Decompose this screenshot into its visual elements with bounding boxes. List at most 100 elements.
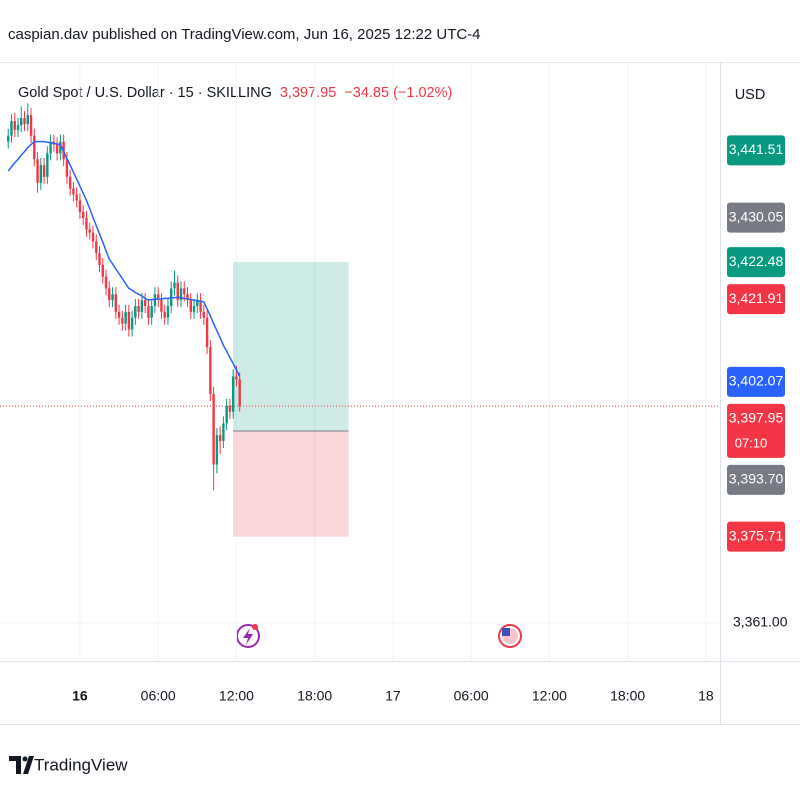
countdown: 07:10	[735, 435, 768, 450]
candle-body	[124, 311, 127, 324]
candle-body	[209, 347, 212, 395]
candle-body	[46, 153, 49, 177]
candle-body	[88, 229, 91, 233]
time-axis-border	[0, 661, 800, 662]
publisher: caspian.dav published on TradingView.com…	[8, 26, 481, 43]
brand-logo	[9, 756, 34, 774]
candle-body	[111, 294, 114, 301]
candle-body	[101, 264, 104, 277]
price-label-box	[727, 284, 785, 315]
x-tick-label: 12:00	[532, 688, 567, 704]
last-price: 3,397.95	[280, 85, 336, 101]
candle-body	[108, 288, 111, 301]
candle-body	[26, 115, 29, 125]
candle-body	[16, 125, 20, 130]
candle-body	[218, 435, 222, 442]
candle-body	[176, 282, 179, 301]
price-label: 3,402.07	[729, 373, 784, 389]
price-label: 3,393.70	[729, 471, 784, 487]
candle-body	[114, 294, 118, 312]
candle-body	[91, 232, 95, 242]
event-icon	[236, 624, 260, 648]
candle-body	[23, 118, 26, 125]
candle-body	[42, 165, 46, 177]
candle-body	[205, 317, 209, 348]
candle-body	[75, 194, 78, 201]
currency: USD	[735, 87, 766, 103]
price-label-box	[727, 366, 785, 397]
x-tick-label: 06:00	[141, 688, 176, 704]
price-label-box	[727, 135, 785, 166]
price-label: 3,421.91	[729, 290, 784, 306]
candle-body	[68, 176, 72, 189]
target-zone	[233, 262, 349, 432]
price-label-box	[727, 403, 785, 458]
candle-body	[33, 135, 36, 160]
candle-body	[39, 165, 43, 183]
candle-body	[127, 311, 131, 330]
candle-body	[199, 300, 202, 312]
candle-body	[104, 276, 108, 289]
candle-body	[117, 311, 121, 318]
candle-body	[98, 253, 101, 265]
candle-body	[55, 144, 59, 154]
frame-bottom	[0, 724, 800, 725]
x-tick-label: 18	[698, 688, 714, 704]
candle-body	[238, 379, 241, 407]
price-axis-border	[720, 62, 721, 724]
plot-background	[0, 62, 720, 660]
candle-body	[59, 141, 62, 154]
frame-top	[0, 62, 800, 63]
candle-body	[156, 294, 160, 301]
price-label: 3,430.05	[729, 208, 784, 224]
candle-body	[130, 317, 134, 330]
candle-body	[173, 282, 176, 289]
candle-body	[36, 159, 39, 183]
x-tick-label: 16	[72, 688, 88, 704]
candle-body	[228, 405, 232, 412]
candle-body	[183, 288, 186, 295]
candle-body	[95, 241, 98, 254]
price-label: 3,375.71	[729, 527, 784, 543]
candle-body	[82, 212, 85, 218]
candle-body	[202, 311, 206, 318]
x-tick-label: 17	[385, 688, 401, 704]
price-label: 3,422.48	[729, 253, 784, 269]
price-label: 3,441.51	[729, 141, 784, 157]
candle-body	[85, 217, 88, 230]
candle-body	[134, 306, 137, 318]
price-label: 3,397.95	[729, 410, 784, 426]
candle-body	[140, 300, 144, 312]
x-tick-label: 18:00	[610, 688, 645, 704]
candle-body	[29, 115, 33, 136]
candle-body	[7, 135, 10, 142]
candle-body	[186, 294, 189, 301]
candle-body	[137, 306, 140, 312]
candle-body	[13, 121, 16, 130]
price-label-box	[727, 247, 785, 278]
legend: Gold Spot / U.S. Dollar · 15 · SKILLING …	[18, 85, 452, 101]
price-label-box	[727, 202, 785, 233]
x-tick-label: 06:00	[454, 688, 489, 704]
candle-body	[225, 405, 228, 424]
candle-body	[163, 311, 166, 318]
event-icon	[498, 624, 522, 648]
candle-body	[166, 306, 170, 318]
candle-body	[65, 159, 69, 177]
stop-zone	[233, 431, 349, 537]
candle-body	[222, 423, 225, 442]
candle-body	[192, 306, 196, 312]
candle-body	[215, 435, 219, 465]
candle-body	[196, 300, 199, 306]
brand: TradingView	[34, 755, 128, 774]
candle-body	[143, 300, 147, 306]
candle-body	[72, 188, 75, 195]
candle-body	[235, 376, 238, 380]
moving-average	[7, 140, 241, 377]
candle-body	[147, 306, 150, 318]
candle-body	[160, 300, 163, 312]
candle-body	[179, 288, 183, 301]
candle-body	[10, 121, 13, 136]
